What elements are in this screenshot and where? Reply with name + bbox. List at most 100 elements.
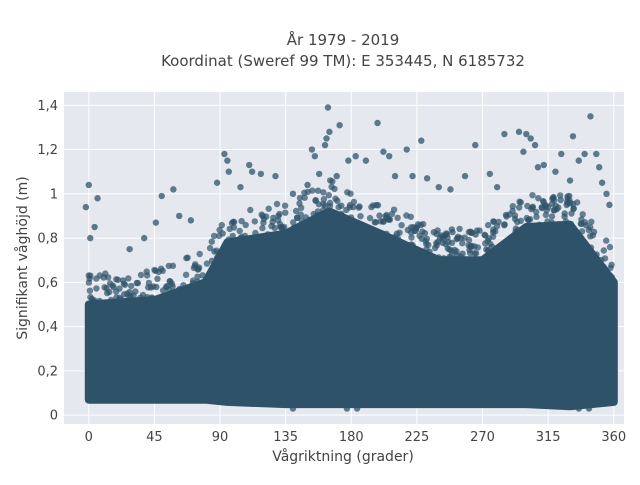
data-point [593,150,600,158]
data-point [489,233,497,240]
data-point [472,250,480,257]
data-point [175,287,182,294]
data-point [412,227,419,234]
data-point [578,228,586,235]
data-point [355,204,362,211]
data-point [345,157,352,164]
data-point [334,197,341,204]
data-point [320,189,327,196]
data-point [452,260,459,267]
data-point [515,128,523,136]
data-point [398,222,405,229]
data-point [598,179,606,186]
data-point [296,200,303,207]
data-point [82,203,90,211]
data-point [570,205,577,212]
data-point [106,280,114,287]
data-point [555,221,562,228]
data-point [544,218,551,225]
data-point [554,226,561,233]
data-point [218,221,225,229]
data-point [113,294,120,301]
data-point [143,268,150,275]
data-point [265,205,272,212]
data-point [132,288,139,295]
data-point [373,201,380,209]
data-point [311,152,319,160]
data-point [474,258,481,266]
data-point [281,202,289,209]
data-point [368,227,375,234]
data-point [588,218,595,225]
data-point [585,249,592,257]
data-point [153,283,160,291]
y-tick-label: 0,4 [37,320,58,335]
x-tick-label: 315 [536,430,561,445]
data-point [294,214,301,221]
data-point [531,141,539,149]
data-point [210,267,217,275]
data-point [327,177,334,184]
data-point [289,190,297,198]
data-point [94,195,101,202]
data-point [107,296,115,304]
data-point [544,223,551,230]
data-point [439,239,446,246]
data-point [271,224,278,232]
data-point [96,297,103,305]
data-point [322,202,329,209]
data-point [158,192,165,200]
data-point [251,218,258,225]
data-point [196,250,203,258]
data-point [302,214,309,221]
data-point [210,232,218,240]
data-point [485,221,492,229]
data-point [163,282,171,290]
data-point [312,197,319,204]
data-point [465,236,473,244]
data-point [290,219,297,226]
chart-title-line2: Koordinat (Sweref 99 TM): E 353445, N 61… [161,52,525,70]
y-tick-label: 1 [50,187,58,202]
data-point [247,206,254,214]
data-point [176,212,183,220]
data-point [587,244,595,251]
data-point [567,200,574,207]
data-point [352,152,359,160]
data-point [321,141,329,149]
data-point [534,164,542,171]
data-point [308,146,316,153]
x-axis-title: Vågriktning (grader) [272,448,414,465]
data-point [456,225,463,233]
data-point [259,224,266,232]
data-point [224,157,231,164]
data-point [472,231,479,238]
data-point [338,210,345,217]
data-point [159,267,166,274]
data-point [529,192,536,199]
data-point [463,256,470,264]
data-point [601,255,609,262]
data-point [443,260,450,268]
data-point [282,209,289,216]
data-point [575,157,582,164]
x-tick-label: 225 [405,430,430,445]
data-point [316,170,323,178]
data-point [418,137,425,144]
data-point [459,240,466,247]
data-point [607,272,614,279]
data-point [448,239,456,246]
y-tick-label: 1,2 [37,143,58,158]
data-point [366,214,374,222]
data-point [226,225,233,233]
data-point [170,186,177,193]
x-tick-label: 45 [146,430,163,445]
data-point [343,206,350,214]
data-point [509,207,516,214]
data-point [516,204,523,211]
data-point [447,186,454,193]
data-point [167,278,174,285]
data-point [561,225,568,232]
data-point [133,279,140,287]
